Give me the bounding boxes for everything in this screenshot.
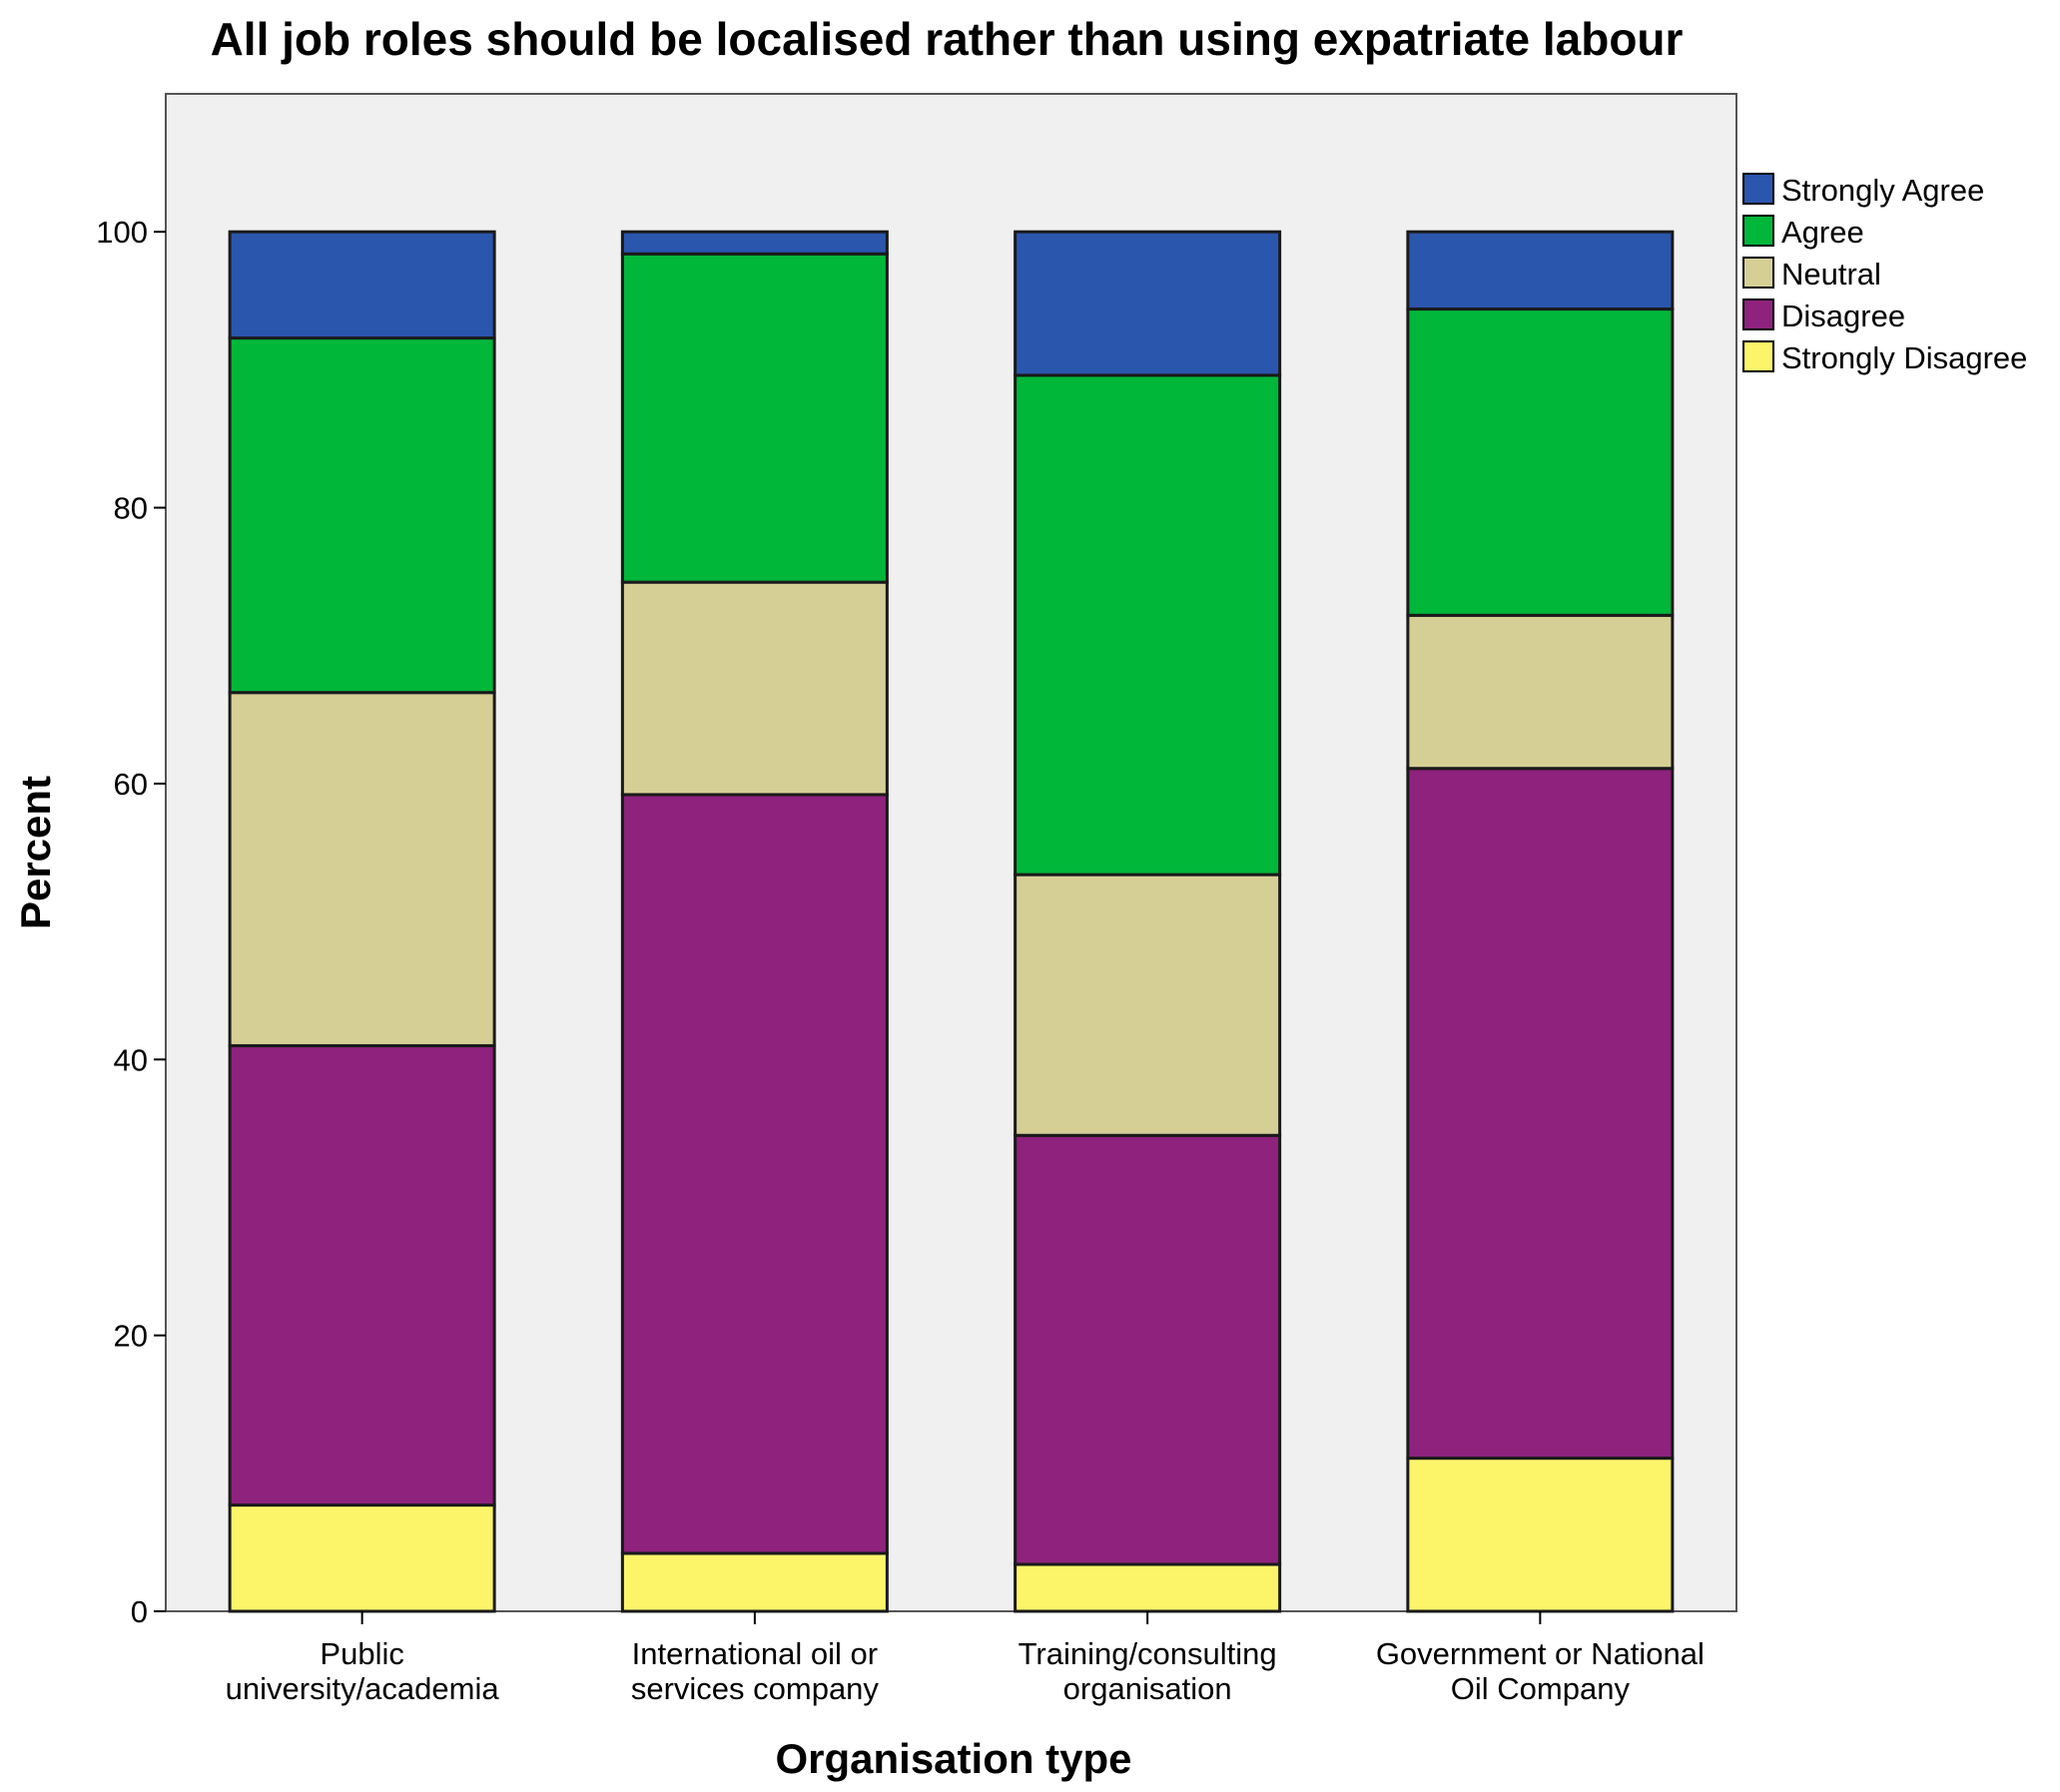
y-tick-label: 20 <box>114 1319 148 1354</box>
legend-label: Strongly Agree <box>1781 173 1984 208</box>
bar-segment-strongly-agree <box>1406 230 1675 311</box>
y-tick-label: 80 <box>114 491 148 526</box>
bar-segment-strongly-agree <box>620 230 889 256</box>
legend-swatch <box>1742 299 1774 330</box>
bar-segment-strongly-disagree <box>1014 1562 1282 1613</box>
bar-segment-strongly-agree <box>1014 230 1282 377</box>
bars-group <box>228 230 1675 1613</box>
legend-swatch <box>1742 173 1774 205</box>
y-tick-label: 40 <box>114 1042 148 1077</box>
y-tick-label: 0 <box>131 1594 148 1629</box>
x-tick-label: International oil or services company <box>631 1636 880 1706</box>
y-tick-label: 60 <box>114 767 148 802</box>
chart-title: All job roles should be localised rather… <box>211 13 1684 65</box>
legend-label: Disagree <box>1781 299 1905 333</box>
legend-label: Neutral <box>1781 257 1881 292</box>
x-tick-label: Training/consulting organisation <box>1019 1636 1277 1706</box>
bar-segment-disagree <box>620 793 889 1555</box>
x-axis-title: Organisation type <box>775 1735 1131 1782</box>
bar-segment-neutral <box>620 580 889 797</box>
bar-segment-strongly-disagree <box>620 1551 889 1613</box>
bar-segment-disagree <box>228 1043 496 1507</box>
x-tick-label: Government or National Oil Company <box>1376 1636 1705 1706</box>
x-axis: Public university/academia International o… <box>226 1611 1705 1706</box>
legend: Strongly Agree Agree Neutral Disagree Strong… <box>1742 173 2027 375</box>
legend-swatch <box>1742 340 1774 372</box>
legend-swatch <box>1742 257 1774 289</box>
bar-segment-agree <box>620 252 889 584</box>
bar-segment-disagree <box>1014 1133 1282 1566</box>
x-tick-label: Public university/academia <box>226 1636 500 1706</box>
bar-segment-agree <box>1406 307 1675 617</box>
bar-segment-agree <box>1014 373 1282 877</box>
y-tick-label: 100 <box>96 215 148 250</box>
bar-segment-neutral <box>1406 613 1675 771</box>
bar-segment-strongly-disagree <box>228 1503 496 1613</box>
bar-segment-agree <box>228 336 496 695</box>
bar-segment-strongly-disagree <box>1406 1457 1675 1613</box>
bar-segment-disagree <box>1406 767 1675 1461</box>
y-axis: 0 20 40 60 80 100 <box>96 215 166 1629</box>
y-axis-title: Percent <box>12 776 59 929</box>
bar-segment-strongly-agree <box>228 230 496 340</box>
legend-swatch <box>1742 215 1774 247</box>
legend-label: Agree <box>1781 215 1864 250</box>
bar-segment-neutral <box>228 691 496 1047</box>
bar-segment-neutral <box>1014 873 1282 1137</box>
legend-label: Strongly Disagree <box>1781 340 2027 375</box>
